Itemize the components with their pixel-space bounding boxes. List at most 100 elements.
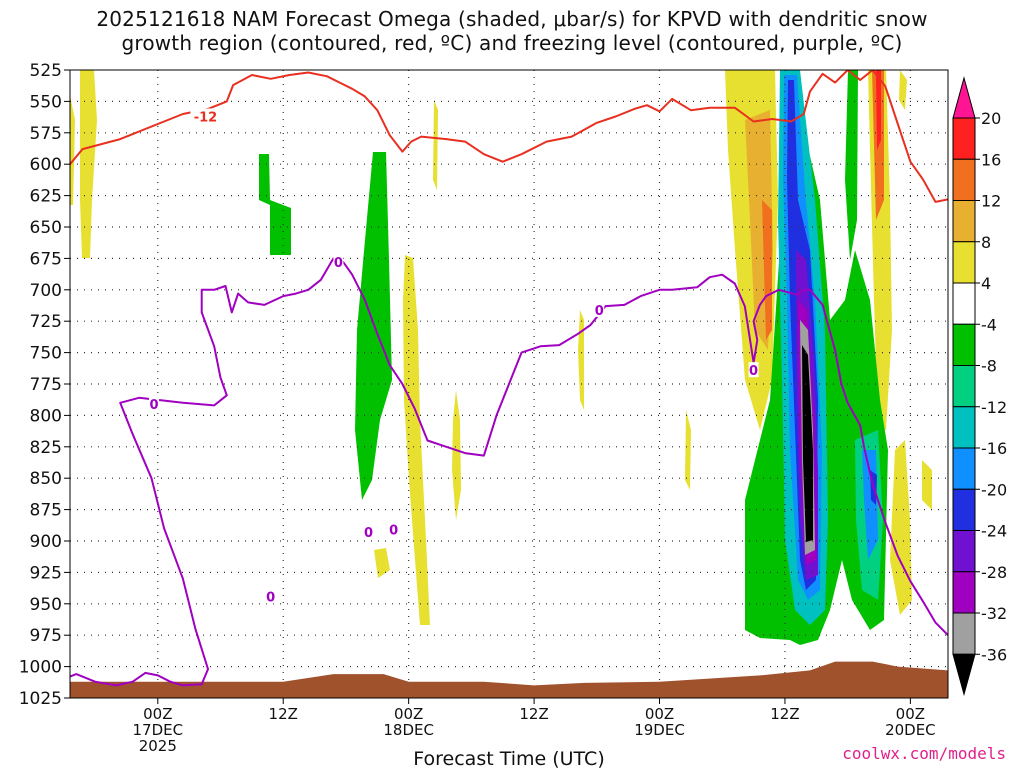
omega-shade-yellow xyxy=(374,548,390,578)
y-tick-label: 525 xyxy=(30,61,62,81)
y-tick-label: 625 xyxy=(30,187,62,207)
colorbar-label: 8 xyxy=(981,233,991,252)
contour-label-bg xyxy=(748,362,759,378)
pressure-axis: 525 550 575 600 625 650 675 700 725 750 775 800 825 8… xyxy=(19,61,70,709)
x-tick-label: 2025 xyxy=(139,737,177,755)
colorbar-segment xyxy=(952,158,976,201)
contour-label-bg xyxy=(190,108,221,124)
colorbar-segment xyxy=(952,447,976,490)
colorbar-segment xyxy=(952,117,976,160)
y-tick-label: 925 xyxy=(30,563,62,583)
colorbar-arrow-top xyxy=(952,76,976,119)
colorbar-segment xyxy=(952,530,976,573)
y-tick-label: 900 xyxy=(30,532,62,552)
contour-label-bg xyxy=(265,588,276,604)
colorbar-segment xyxy=(952,323,976,366)
contour-label-bg xyxy=(333,254,344,270)
contour-layer xyxy=(70,70,948,687)
omega-shade-yellow xyxy=(868,70,892,430)
y-tick-label: 700 xyxy=(30,281,62,301)
colorbar-label: -20 xyxy=(981,480,1007,499)
contour-label-bg xyxy=(594,301,605,317)
y-tick-label: 1025 xyxy=(19,689,62,709)
terrain-layer xyxy=(70,661,948,698)
x-tick-label: 12Z xyxy=(519,705,548,723)
colorbar-label: -16 xyxy=(981,439,1007,458)
y-tick-label: 675 xyxy=(30,249,62,269)
omega-shade-yellow xyxy=(70,95,75,205)
colorbar-segment xyxy=(952,365,976,408)
omega-shade-yellow xyxy=(890,440,912,615)
colorbar-arrow-bottom xyxy=(952,653,976,697)
y-tick-label: 725 xyxy=(30,312,62,332)
contour-label: 0 xyxy=(389,524,398,539)
freezing-level-contour-line xyxy=(70,256,948,687)
omega-shade-yellow xyxy=(403,255,430,625)
contour-label: 0 xyxy=(364,526,373,541)
y-tick-label: 550 xyxy=(30,92,62,112)
site-credit: coolwx.com/models xyxy=(842,744,1006,763)
colorbar-segment xyxy=(952,241,976,284)
y-tick-label: 775 xyxy=(30,375,62,395)
y-tick-label: 825 xyxy=(30,438,62,458)
colorbar-segment xyxy=(952,488,976,531)
contour-label: 0 xyxy=(266,590,275,605)
colorbar-label: -36 xyxy=(981,645,1007,664)
colorbar-label: -32 xyxy=(981,604,1007,623)
x-tick-label: 19DEC xyxy=(634,721,685,739)
colorbar-segment xyxy=(952,571,976,614)
omega-shade-green xyxy=(259,154,291,255)
colorbar-segment xyxy=(952,406,976,449)
omega-shading-layer xyxy=(70,70,932,645)
chart-title-line1: 2025121618 NAM Forecast Omega (shaded, μ… xyxy=(96,7,928,31)
dgz-contour-line xyxy=(70,70,948,203)
colorbar-label: -8 xyxy=(981,357,997,376)
y-tick-label: 575 xyxy=(30,124,62,144)
y-tick-label: 650 xyxy=(30,218,62,238)
colorbar-segment xyxy=(952,200,976,243)
x-axis-label: Forecast Time (UTC) xyxy=(413,748,604,768)
colorbar-segment xyxy=(952,612,976,655)
omega-shade-yellow xyxy=(685,410,691,490)
y-tick-label: 975 xyxy=(30,626,62,646)
x-tick-label: 12Z xyxy=(269,705,298,723)
x-tick-label: 00Z xyxy=(645,705,674,723)
colorbar: 20 16 12 8 4 -4 -8 -12 -16 -20 -24 -28 -32 -36 xyxy=(952,76,1007,697)
y-tick-label: 875 xyxy=(30,501,62,521)
terrain-ground xyxy=(70,661,948,698)
colorbar-label: -4 xyxy=(981,315,997,334)
omega-shade-red xyxy=(876,70,881,150)
x-tick-label: 20DEC xyxy=(885,721,936,739)
colorbar-label: 12 xyxy=(981,192,1001,211)
contour-label-bg xyxy=(388,521,399,537)
omega-shade-yellow xyxy=(452,390,461,520)
chart-title-line2: growth region (contoured, red, ºC) and f… xyxy=(121,31,903,55)
colorbar-segment xyxy=(952,282,976,325)
contour-label: 0 xyxy=(749,364,758,379)
x-tick-label: 17DEC xyxy=(133,721,184,739)
x-tick-label: 12Z xyxy=(770,705,799,723)
contour-label: 0 xyxy=(150,398,159,413)
omega-shade-yellow xyxy=(922,460,932,510)
contour-label-bg xyxy=(363,524,374,540)
colorbar-label: -28 xyxy=(981,563,1007,582)
colorbar-label: 4 xyxy=(981,274,991,293)
y-tick-label: 1000 xyxy=(19,658,62,678)
colorbar-label: -12 xyxy=(981,398,1007,417)
contour-label: 0 xyxy=(334,256,343,271)
contour-label: 0 xyxy=(595,304,604,319)
y-tick-label: 750 xyxy=(30,344,62,364)
contour-label: -12 xyxy=(194,110,218,125)
x-tick-label: 00Z xyxy=(394,705,423,723)
contour-label-layer: -12 0 0 0 0 0 0 0 xyxy=(149,108,759,605)
omega-shade-black xyxy=(802,345,813,542)
contour-label-bg xyxy=(149,396,160,412)
y-tick-label: 800 xyxy=(30,406,62,426)
colorbar-label: 16 xyxy=(981,150,1001,169)
omega-shade-green xyxy=(845,70,858,260)
colorbar-label: -24 xyxy=(981,522,1007,541)
x-tick-label: 00Z xyxy=(896,705,925,723)
y-tick-label: 600 xyxy=(30,155,62,175)
y-tick-label: 950 xyxy=(30,595,62,615)
